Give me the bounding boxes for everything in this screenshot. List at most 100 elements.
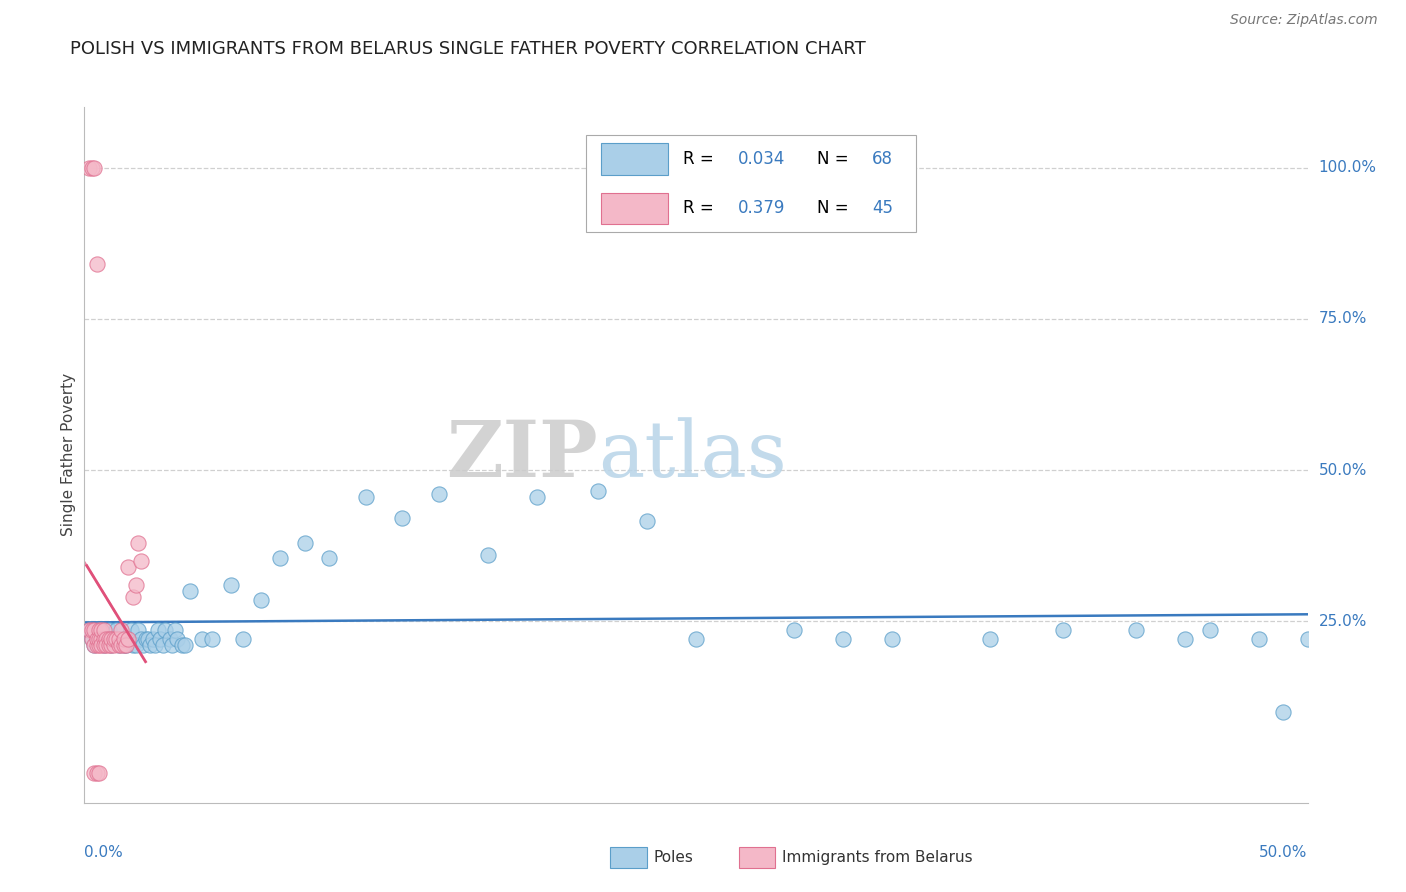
Point: [318, 550, 340, 565]
Point: [77, 161, 100, 175]
Point: [269, 550, 291, 565]
Point: [80, 632, 103, 647]
Text: 0.0%: 0.0%: [84, 845, 124, 860]
Point: [107, 632, 129, 647]
Point: [143, 639, 166, 653]
Point: [831, 632, 853, 647]
Point: [979, 632, 1001, 647]
Text: Poles: Poles: [654, 849, 693, 864]
Point: [107, 639, 129, 653]
Point: [83, 639, 105, 653]
Point: [96, 639, 118, 653]
Point: [100, 632, 122, 647]
Point: [83, 161, 105, 175]
Point: [103, 632, 125, 647]
Point: [117, 559, 139, 574]
Point: [146, 624, 169, 638]
Point: [105, 632, 128, 647]
Point: [107, 639, 129, 653]
Point: [149, 632, 172, 647]
Point: [120, 624, 142, 638]
Point: [110, 639, 132, 653]
Point: [127, 624, 149, 638]
Point: [90, 632, 112, 647]
Point: [132, 639, 155, 653]
Point: [129, 632, 152, 647]
Point: [163, 624, 186, 638]
Point: [135, 632, 157, 647]
Point: [110, 632, 132, 647]
Point: [173, 639, 195, 653]
Text: POLISH VS IMMIGRANTS FROM BELARUS SINGLE FATHER POVERTY CORRELATION CHART: POLISH VS IMMIGRANTS FROM BELARUS SINGLE…: [70, 40, 866, 58]
Point: [87, 765, 110, 780]
Point: [1296, 632, 1319, 647]
Point: [86, 765, 108, 780]
Point: [232, 632, 254, 647]
Point: [93, 639, 115, 653]
Point: [80, 161, 103, 175]
Point: [427, 487, 450, 501]
Point: [100, 639, 122, 653]
Point: [93, 624, 115, 638]
Point: [117, 632, 139, 647]
Text: R =: R =: [682, 150, 718, 168]
Point: [294, 535, 316, 549]
Point: [153, 624, 176, 638]
Point: [77, 624, 100, 638]
Text: 50.0%: 50.0%: [1260, 845, 1308, 860]
Point: [110, 624, 132, 638]
Text: Source: ZipAtlas.com: Source: ZipAtlas.com: [1230, 13, 1378, 28]
Point: [86, 632, 108, 647]
Bar: [610, 847, 647, 868]
Point: [1125, 624, 1147, 638]
Point: [103, 639, 125, 653]
Point: [1174, 632, 1197, 647]
Text: 25.0%: 25.0%: [1319, 614, 1367, 629]
Point: [90, 639, 112, 653]
Point: [685, 632, 707, 647]
Point: [586, 484, 609, 499]
Point: [249, 593, 271, 607]
Point: [117, 632, 139, 647]
Bar: [600, 144, 668, 175]
Text: 100.0%: 100.0%: [1319, 160, 1376, 175]
Point: [86, 624, 108, 638]
Point: [115, 639, 138, 653]
Point: [136, 632, 159, 647]
Point: [636, 515, 658, 529]
Y-axis label: Single Father Poverty: Single Father Poverty: [60, 374, 76, 536]
Point: [783, 624, 806, 638]
Text: 45: 45: [872, 199, 893, 218]
Point: [139, 639, 162, 653]
Point: [129, 554, 152, 568]
Text: 50.0%: 50.0%: [1319, 463, 1367, 477]
Point: [87, 632, 110, 647]
Point: [200, 632, 222, 647]
Point: [80, 624, 103, 638]
Point: [77, 624, 100, 638]
Point: [172, 639, 194, 653]
Bar: [600, 193, 668, 224]
Point: [86, 639, 108, 653]
Point: [105, 624, 128, 638]
Text: N =: N =: [817, 199, 853, 218]
Point: [159, 632, 181, 647]
Point: [1198, 624, 1220, 638]
Point: [96, 632, 118, 647]
Text: atlas: atlas: [598, 417, 787, 492]
Point: [122, 590, 145, 604]
Point: [526, 490, 548, 504]
Text: N =: N =: [817, 150, 853, 168]
Point: [179, 584, 201, 599]
Point: [127, 535, 149, 549]
Point: [96, 632, 118, 647]
Point: [83, 639, 105, 653]
Point: [87, 639, 110, 653]
Point: [97, 624, 120, 638]
Text: 0.379: 0.379: [738, 199, 785, 218]
Point: [97, 639, 120, 653]
Point: [93, 632, 115, 647]
Point: [90, 624, 112, 638]
FancyBboxPatch shape: [586, 135, 917, 232]
Point: [86, 257, 108, 271]
